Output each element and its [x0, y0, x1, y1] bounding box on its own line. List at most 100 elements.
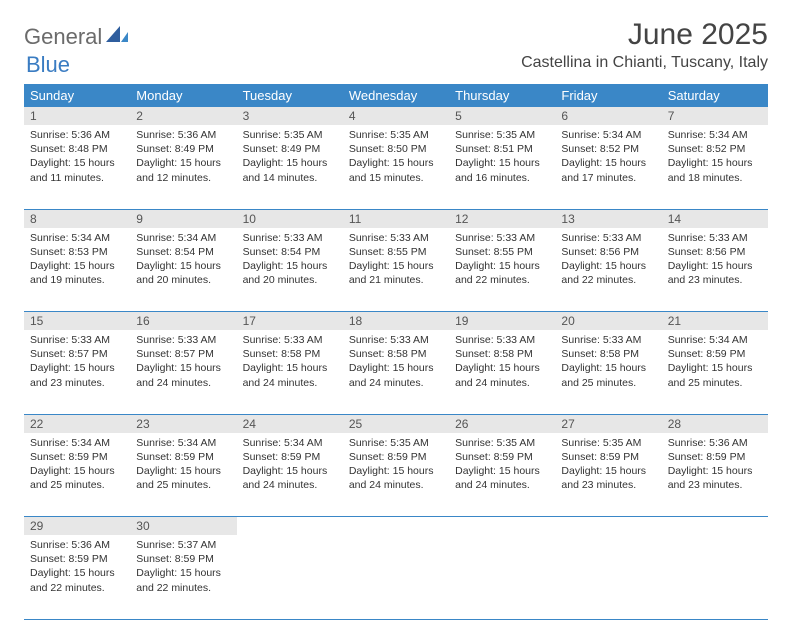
sunset-line: Sunset: 8:58 PM	[243, 347, 337, 361]
day-number-cell	[237, 517, 343, 536]
sunset-line: Sunset: 8:59 PM	[668, 450, 762, 464]
day-number-cell: 23	[130, 414, 236, 433]
day-number-cell	[449, 517, 555, 536]
sunset-line: Sunset: 8:58 PM	[455, 347, 549, 361]
day-number-cell	[343, 517, 449, 536]
daylight-line: Daylight: 15 hours and 16 minutes.	[455, 156, 549, 184]
day-cell	[555, 535, 661, 619]
day-number-row: 2930	[24, 517, 768, 536]
daylight-line: Daylight: 15 hours and 19 minutes.	[30, 259, 124, 287]
day-body-row: Sunrise: 5:34 AMSunset: 8:59 PMDaylight:…	[24, 433, 768, 517]
day-cell: Sunrise: 5:34 AMSunset: 8:52 PMDaylight:…	[662, 125, 768, 209]
sunset-line: Sunset: 8:53 PM	[30, 245, 124, 259]
sunrise-line: Sunrise: 5:35 AM	[455, 128, 549, 142]
sunset-line: Sunset: 8:59 PM	[455, 450, 549, 464]
daylight-line: Daylight: 15 hours and 23 minutes.	[668, 259, 762, 287]
daylight-line: Daylight: 15 hours and 23 minutes.	[668, 464, 762, 492]
day-number-row: 15161718192021	[24, 312, 768, 331]
sunset-line: Sunset: 8:57 PM	[136, 347, 230, 361]
day-cell: Sunrise: 5:36 AMSunset: 8:59 PMDaylight:…	[662, 433, 768, 517]
day-number-cell	[555, 517, 661, 536]
day-cell: Sunrise: 5:34 AMSunset: 8:59 PMDaylight:…	[237, 433, 343, 517]
daylight-line: Daylight: 15 hours and 23 minutes.	[30, 361, 124, 389]
sunrise-line: Sunrise: 5:33 AM	[136, 333, 230, 347]
logo-text-blue: Blue	[26, 52, 70, 77]
sunrise-line: Sunrise: 5:33 AM	[243, 333, 337, 347]
logo: General	[24, 18, 130, 50]
daylight-line: Daylight: 15 hours and 21 minutes.	[349, 259, 443, 287]
daylight-line: Daylight: 15 hours and 24 minutes.	[349, 361, 443, 389]
day-number-cell: 20	[555, 312, 661, 331]
day-number-cell: 2	[130, 107, 236, 125]
day-cell: Sunrise: 5:33 AMSunset: 8:56 PMDaylight:…	[662, 228, 768, 312]
day-cell: Sunrise: 5:33 AMSunset: 8:55 PMDaylight:…	[343, 228, 449, 312]
sunset-line: Sunset: 8:59 PM	[668, 347, 762, 361]
sunset-line: Sunset: 8:59 PM	[30, 552, 124, 566]
sunrise-line: Sunrise: 5:34 AM	[30, 436, 124, 450]
day-cell: Sunrise: 5:37 AMSunset: 8:59 PMDaylight:…	[130, 535, 236, 619]
day-cell: Sunrise: 5:34 AMSunset: 8:52 PMDaylight:…	[555, 125, 661, 209]
day-number-cell: 24	[237, 414, 343, 433]
month-title: June 2025	[521, 18, 768, 52]
day-cell: Sunrise: 5:35 AMSunset: 8:59 PMDaylight:…	[555, 433, 661, 517]
day-number-cell: 30	[130, 517, 236, 536]
day-body-row: Sunrise: 5:34 AMSunset: 8:53 PMDaylight:…	[24, 228, 768, 312]
day-cell	[662, 535, 768, 619]
day-cell: Sunrise: 5:35 AMSunset: 8:49 PMDaylight:…	[237, 125, 343, 209]
daylight-line: Daylight: 15 hours and 24 minutes.	[243, 361, 337, 389]
sunrise-line: Sunrise: 5:34 AM	[30, 231, 124, 245]
day-cell: Sunrise: 5:34 AMSunset: 8:59 PMDaylight:…	[130, 433, 236, 517]
day-cell: Sunrise: 5:33 AMSunset: 8:54 PMDaylight:…	[237, 228, 343, 312]
daylight-line: Daylight: 15 hours and 22 minutes.	[455, 259, 549, 287]
sunset-line: Sunset: 8:56 PM	[561, 245, 655, 259]
daylight-line: Daylight: 15 hours and 11 minutes.	[30, 156, 124, 184]
sunset-line: Sunset: 8:49 PM	[243, 142, 337, 156]
day-number-cell: 16	[130, 312, 236, 331]
sunrise-line: Sunrise: 5:36 AM	[668, 436, 762, 450]
sunrise-line: Sunrise: 5:34 AM	[243, 436, 337, 450]
day-cell	[237, 535, 343, 619]
day-cell: Sunrise: 5:35 AMSunset: 8:59 PMDaylight:…	[343, 433, 449, 517]
sunrise-line: Sunrise: 5:35 AM	[561, 436, 655, 450]
sunset-line: Sunset: 8:55 PM	[455, 245, 549, 259]
day-cell: Sunrise: 5:35 AMSunset: 8:59 PMDaylight:…	[449, 433, 555, 517]
daylight-line: Daylight: 15 hours and 17 minutes.	[561, 156, 655, 184]
sunrise-line: Sunrise: 5:33 AM	[455, 333, 549, 347]
day-number-cell: 21	[662, 312, 768, 331]
sunset-line: Sunset: 8:59 PM	[243, 450, 337, 464]
daylight-line: Daylight: 15 hours and 14 minutes.	[243, 156, 337, 184]
sunset-line: Sunset: 8:56 PM	[668, 245, 762, 259]
day-number-cell: 27	[555, 414, 661, 433]
day-number-cell: 18	[343, 312, 449, 331]
daylight-line: Daylight: 15 hours and 25 minutes.	[136, 464, 230, 492]
day-body-row: Sunrise: 5:36 AMSunset: 8:48 PMDaylight:…	[24, 125, 768, 209]
day-number-cell: 8	[24, 209, 130, 228]
day-number-cell: 6	[555, 107, 661, 125]
sunrise-line: Sunrise: 5:33 AM	[561, 231, 655, 245]
calendar-page: General June 2025 Castellina in Chianti,…	[0, 0, 792, 638]
sunrise-line: Sunrise: 5:33 AM	[349, 333, 443, 347]
day-number-cell: 1	[24, 107, 130, 125]
day-number-cell	[662, 517, 768, 536]
sunset-line: Sunset: 8:59 PM	[349, 450, 443, 464]
day-cell: Sunrise: 5:36 AMSunset: 8:49 PMDaylight:…	[130, 125, 236, 209]
sunset-line: Sunset: 8:52 PM	[668, 142, 762, 156]
sunrise-line: Sunrise: 5:34 AM	[136, 436, 230, 450]
day-cell: Sunrise: 5:35 AMSunset: 8:50 PMDaylight:…	[343, 125, 449, 209]
logo-sail-icon	[106, 26, 128, 49]
daylight-line: Daylight: 15 hours and 18 minutes.	[668, 156, 762, 184]
day-number-row: 1234567	[24, 107, 768, 125]
day-cell: Sunrise: 5:34 AMSunset: 8:53 PMDaylight:…	[24, 228, 130, 312]
sunrise-line: Sunrise: 5:35 AM	[349, 436, 443, 450]
sunrise-line: Sunrise: 5:35 AM	[349, 128, 443, 142]
daylight-line: Daylight: 15 hours and 25 minutes.	[30, 464, 124, 492]
day-number-cell: 11	[343, 209, 449, 228]
day-cell: Sunrise: 5:33 AMSunset: 8:58 PMDaylight:…	[449, 330, 555, 414]
sunrise-line: Sunrise: 5:33 AM	[30, 333, 124, 347]
day-number-cell: 10	[237, 209, 343, 228]
day-number-row: 891011121314	[24, 209, 768, 228]
day-body-row: Sunrise: 5:36 AMSunset: 8:59 PMDaylight:…	[24, 535, 768, 619]
calendar-header-row: SundayMondayTuesdayWednesdayThursdayFrid…	[24, 84, 768, 107]
day-cell: Sunrise: 5:33 AMSunset: 8:55 PMDaylight:…	[449, 228, 555, 312]
calendar-table: SundayMondayTuesdayWednesdayThursdayFrid…	[24, 84, 768, 620]
